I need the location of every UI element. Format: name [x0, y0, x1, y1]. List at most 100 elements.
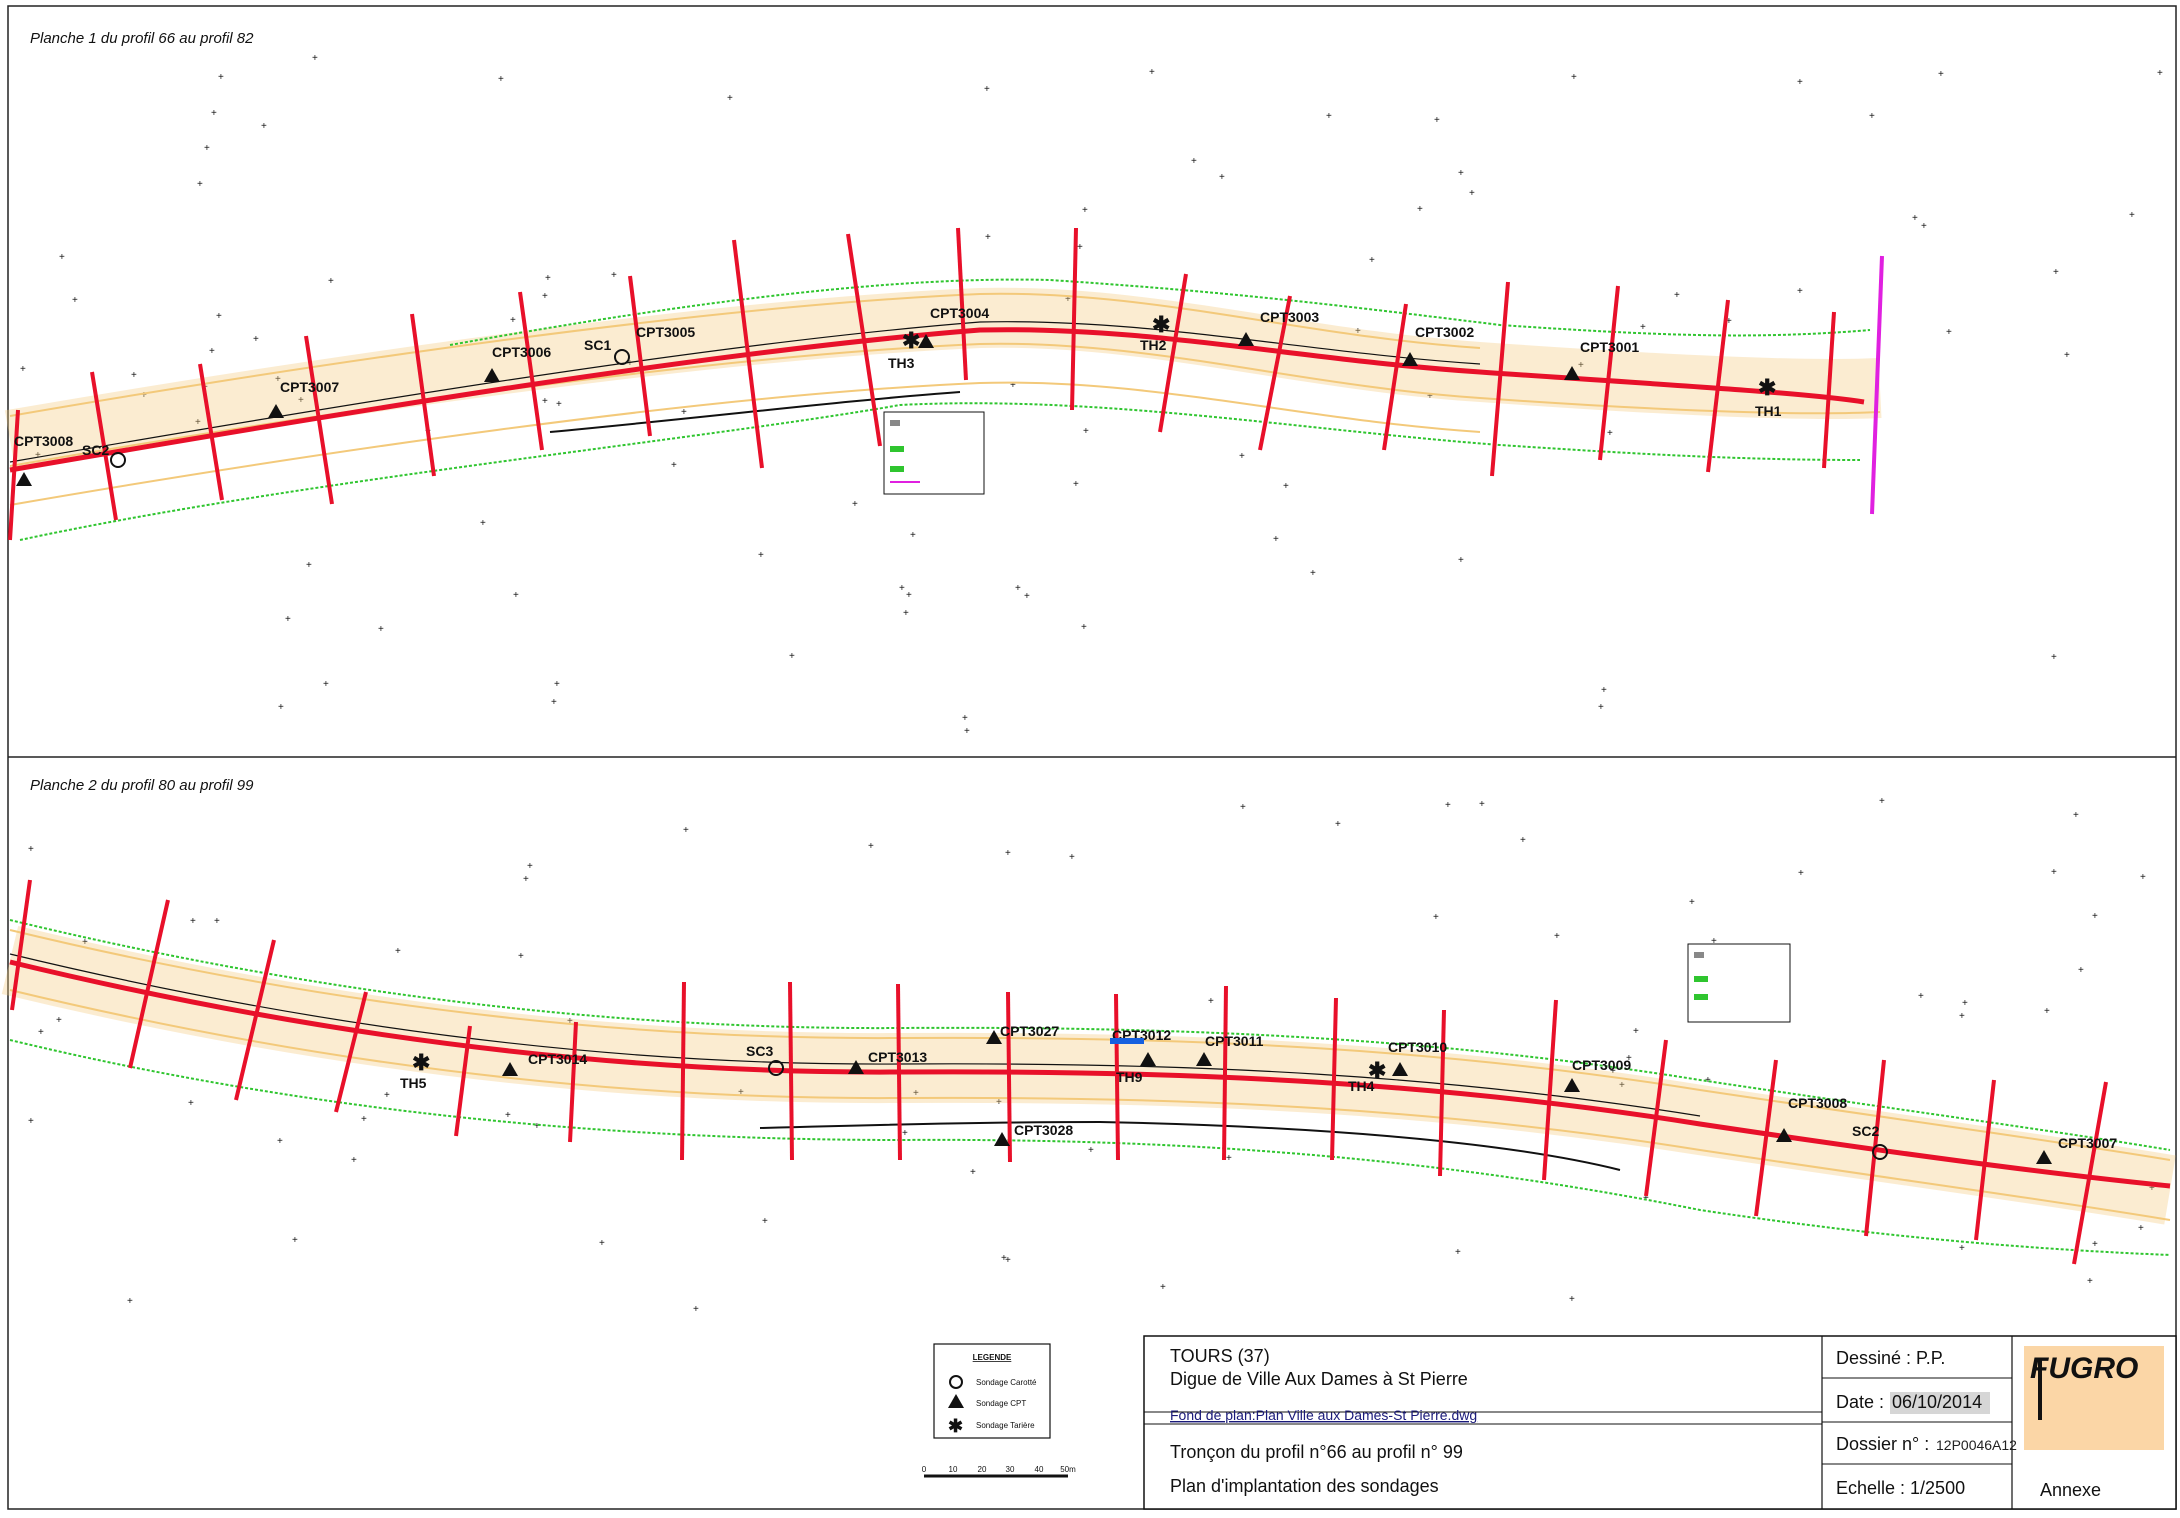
sheet1-plan: CPT3008 SC2 CPT3007 CPT3006 SC1 CPT3005 …: [4, 227, 1884, 541]
survey-cross: +: [312, 53, 318, 64]
survey-cross: +: [1571, 72, 1577, 83]
survey-cross: +: [1065, 294, 1071, 305]
mini-legend-mark: [890, 446, 904, 452]
survey-cross: +: [292, 1235, 298, 1246]
survey-cross: +: [298, 395, 304, 406]
survey-cross: +: [1879, 796, 1885, 807]
section-limit: [1870, 255, 1884, 515]
survey-cross: +: [1015, 583, 1021, 594]
cpt-symbol: [1196, 1052, 1212, 1066]
survey-cross: +: [2129, 210, 2135, 221]
survey-cross: +: [131, 370, 137, 381]
profile-line: [1114, 993, 1120, 1161]
profile-line: [628, 275, 652, 437]
survey-cross: +: [1208, 996, 1214, 1007]
probe-label: CPT3001: [1580, 339, 1639, 355]
survey-cross: +: [1219, 172, 1225, 183]
survey-cross: +: [1082, 205, 1088, 216]
vegetation-line: [449, 278, 1871, 346]
survey-cross: +: [542, 291, 548, 302]
survey-cross: +: [328, 276, 334, 287]
survey-cross: +: [556, 399, 562, 410]
subject-title: Plan d'implantation des sondages: [1170, 1476, 1439, 1496]
mini-legend-mark: [1694, 976, 1708, 982]
auger-icon: ✱: [948, 1416, 963, 1436]
survey-cross: +: [1607, 428, 1613, 439]
sheet1-title: Planche 1 du profil 66 au profil 82: [30, 30, 254, 47]
survey-cross: +: [985, 232, 991, 243]
survey-cross: +: [1149, 67, 1155, 78]
survey-cross: +: [964, 726, 970, 737]
profile-line: [304, 335, 334, 505]
survey-cross: +: [278, 702, 284, 713]
cpt-symbol: [1238, 332, 1254, 346]
survey-cross: +: [567, 1016, 573, 1027]
survey-cross: +: [1554, 931, 1560, 942]
levee-axis: [9, 959, 2171, 1189]
survey-cross: +: [1959, 1011, 1965, 1022]
survey-cross: +: [899, 583, 905, 594]
survey-cross: +: [1083, 426, 1089, 437]
survey-cross: +: [671, 460, 677, 471]
probe-label: CPT3007: [2058, 1135, 2117, 1151]
survey-cross: +: [216, 311, 222, 322]
survey-cross: +: [82, 937, 88, 948]
survey-cross: +: [1417, 204, 1423, 215]
mini-legend-mark: [1694, 994, 1708, 1000]
survey-cross: +: [554, 679, 560, 690]
survey-cross: +: [2051, 867, 2057, 878]
survey-cross: +: [962, 713, 968, 724]
survey-cross: +: [1918, 991, 1924, 1002]
survey-cross: +: [1689, 897, 1695, 908]
profile-line: [1822, 311, 1836, 469]
profile-line: [680, 981, 686, 1161]
probe-label: SC3: [746, 1043, 773, 1059]
probe-label: SC2: [82, 442, 109, 458]
probe-label: TH2: [1140, 337, 1167, 353]
probe-label: SC2: [1852, 1123, 1879, 1139]
profile-line: [10, 879, 32, 1011]
survey-cross: +: [1434, 115, 1440, 126]
probe-label: SC1: [584, 337, 611, 353]
survey-cross: +: [1797, 286, 1803, 297]
levee-axis: [9, 327, 1865, 473]
survey-cross: +: [38, 1027, 44, 1038]
survey-cross: +: [2149, 1183, 2155, 1194]
scale-tick: 40: [1035, 1465, 1044, 1474]
survey-cross: +: [195, 417, 201, 428]
probe-label: CPT3005: [636, 324, 695, 340]
project-line2: Digue de Ville Aux Dames à St Pierre: [1170, 1369, 1468, 1389]
cpt-symbol: [1392, 1062, 1408, 1076]
survey-cross: +: [599, 1238, 605, 1249]
date-label: Date :: [1836, 1392, 1884, 1412]
legend-item: Sondage Carotté: [976, 1378, 1037, 1387]
survey-cross: +: [261, 121, 267, 132]
profile-line: [1382, 303, 1408, 451]
survey-cross: +: [523, 874, 529, 885]
survey-cross: +: [2053, 267, 2059, 278]
legend-item: Sondage Tarière: [976, 1421, 1035, 1430]
survey-cross: +: [1458, 168, 1464, 179]
survey-cross: +: [1355, 326, 1361, 337]
profile-lines: [10, 879, 2108, 1265]
survey-cross: +: [218, 72, 224, 83]
survey-cross: +: [1160, 1282, 1166, 1293]
core-symbol: [614, 349, 630, 365]
survey-cross: +: [1369, 255, 1375, 266]
survey-cross: +: [906, 590, 912, 601]
survey-cross: +: [611, 270, 617, 281]
profile-line: [454, 1025, 472, 1137]
cpt-symbol: [1140, 1052, 1156, 1066]
survey-cross: +: [1240, 802, 1246, 813]
survey-cross: +: [1938, 69, 1944, 80]
profile-line: [1438, 1009, 1446, 1177]
profile-line: [1222, 985, 1228, 1161]
profile-line: [410, 313, 436, 477]
survey-cross: +: [868, 841, 874, 852]
profile-line: [1754, 1059, 1778, 1217]
survey-cross: +: [127, 1296, 133, 1307]
dossier-label: Dossier n° :: [1836, 1434, 1929, 1454]
date-highlight: [1890, 1392, 1990, 1414]
survey-cross: +: [1569, 1294, 1575, 1305]
